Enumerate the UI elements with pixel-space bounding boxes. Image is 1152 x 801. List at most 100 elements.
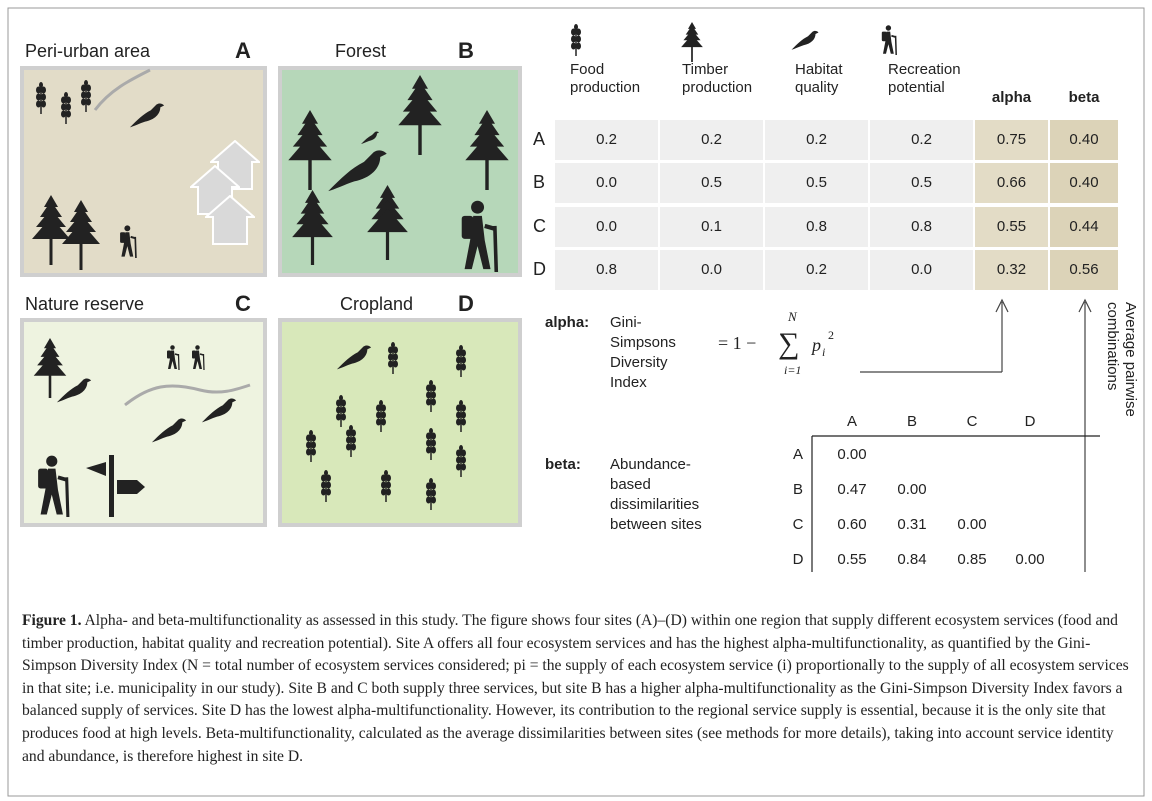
formula: = 1 − ∑ N i=1 p i 2 [718,309,834,377]
formula-lower: i=1 [784,363,801,377]
table-cell [555,120,658,160]
column-header: quality [795,79,839,96]
formula-upper: N [787,309,798,324]
table-cell [975,207,1048,247]
alpha-arrowhead [995,298,1009,313]
matrix-value: 0.00 [1015,551,1044,568]
matrix-row-label: B [793,481,803,498]
panel-letter: B [458,38,474,63]
table-value: 0.8 [806,218,827,235]
table-value: 0.5 [911,174,932,191]
formula-sum: ∑ [778,327,799,360]
formula-sub: i [822,345,825,359]
matrix-value: 0.55 [837,551,866,568]
column-header: Recreation [888,61,961,78]
panel-d-box [278,318,522,527]
matrix-row-label: D [793,551,804,568]
table-value: 0.5 [806,174,827,191]
matrix-row-label: A [793,446,803,463]
beta-label: beta: [545,456,581,473]
table-value: 0.8 [911,218,932,235]
caption: Figure 1. Alpha- and beta-multifunctiona… [22,610,1134,768]
table-cell [660,163,763,203]
matrix-value: 0.60 [837,516,866,533]
table-cell [555,163,658,203]
column-header: production [682,79,752,96]
matrix-value: 0.00 [957,516,986,533]
arrow-label: Average pairwise [1122,302,1139,417]
row-label: A [533,129,545,149]
table-value: 0.75 [997,131,1026,148]
formula-sup: 2 [828,328,834,342]
table-value: 0.0 [596,218,617,235]
alpha-description: Index [610,374,647,391]
matrix-value: 0.00 [837,446,866,463]
table-cell [660,250,763,290]
beta-arrowhead [1078,298,1092,313]
table-cell [555,250,658,290]
panel-title: Nature reserve [25,294,144,314]
table-cell [975,120,1048,160]
table-cell [1050,163,1118,203]
table-cell [975,250,1048,290]
column-header: Habitat [795,61,843,78]
matrix-value: 0.47 [837,481,866,498]
column-header: production [570,79,640,96]
matrix-column: B [907,413,917,430]
caption-label: Figure 1. [22,612,82,629]
table-cell [1050,250,1118,290]
matrix-row-label: C [793,516,804,533]
table-cell [1050,120,1118,160]
panel-title: Cropland [340,294,413,314]
panel-letter: A [235,38,251,63]
table-cell [555,207,658,247]
table-value: 0.0 [596,174,617,191]
table-cell [660,120,763,160]
panel-a-icons [32,68,260,270]
table-value: 0.5 [701,174,722,191]
matrix-column: A [847,413,857,430]
table-value: 0.1 [701,218,722,235]
row-label: B [533,172,545,192]
table-value: 0.2 [596,131,617,148]
alpha-description: Simpsons [610,334,676,351]
beta-description: between sites [610,516,702,533]
arrow-label: combinations [1104,302,1121,390]
beta-description: based [610,476,651,493]
table-cell [765,120,868,160]
table-value: 0.8 [596,261,617,278]
column-header: potential [888,79,945,96]
row-label: D [533,259,546,279]
row-label: C [533,216,546,236]
matrix-column: C [967,413,978,430]
table-cell [870,250,973,290]
table-value: 0.2 [806,131,827,148]
table-value: 0.44 [1069,218,1098,235]
table-value: 0.40 [1069,174,1098,191]
table-value: 0.56 [1069,261,1098,278]
table-cell [870,163,973,203]
table-value: 0.2 [701,131,722,148]
table-value: 0.2 [806,261,827,278]
table-cell [870,207,973,247]
panel-c-icons [33,338,251,517]
panel-title: Peri-urban area [25,41,151,61]
table-cell [765,250,868,290]
matrix-value: 0.85 [957,551,986,568]
table-cell [975,163,1048,203]
formula-term: p [810,335,821,355]
matrix-column: D [1025,413,1036,430]
column-header: Food [570,61,604,78]
formula-lhs: = 1 − [718,333,756,353]
table-value: 0.66 [997,174,1026,191]
column-header: beta [1069,89,1101,106]
table-cell [1050,207,1118,247]
table-value: 0.55 [997,218,1026,235]
table-value: 0.2 [911,131,932,148]
table-value: 0.0 [911,261,932,278]
alpha-label: alpha: [545,314,589,331]
table-cell [765,163,868,203]
header-icons [570,22,898,62]
alpha-description: Diversity [610,354,668,371]
